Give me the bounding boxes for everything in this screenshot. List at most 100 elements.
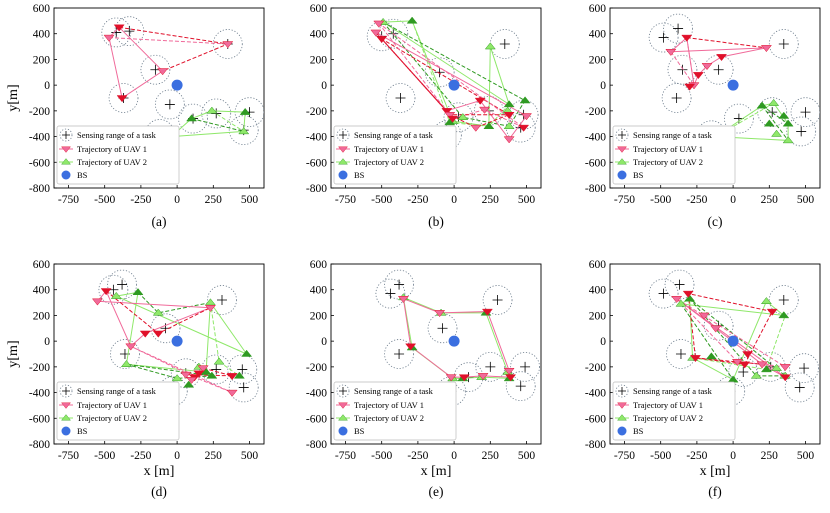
legend-uav1-label: Trajectory of UAV 1 — [77, 144, 147, 154]
task-sensing-circle — [475, 351, 506, 382]
bs-marker — [727, 335, 739, 347]
x-tick-label: -750 — [614, 194, 635, 206]
uav1-marker — [684, 83, 696, 91]
uav1-trajectory — [130, 345, 233, 394]
uav2-marker — [406, 16, 418, 24]
uav2-trajectory — [715, 102, 789, 141]
legend-sensing-icon — [615, 128, 629, 142]
uav1-marker — [756, 361, 768, 369]
task-marker — [217, 295, 227, 305]
task-marker — [385, 288, 396, 299]
y-tick-label: -400 — [585, 388, 606, 400]
uav2-marker — [503, 122, 515, 130]
task-sensing-circle — [768, 285, 799, 315]
legend-uav1-icon — [61, 146, 71, 153]
bs-marker — [171, 335, 183, 347]
task-marker — [211, 364, 222, 375]
y-tick-label: -800 — [306, 183, 327, 195]
y-tick-label: -200 — [29, 106, 50, 118]
task-marker — [111, 27, 122, 38]
uav2-marker — [675, 299, 687, 307]
uav2-marker — [239, 107, 251, 115]
x-tick-label: 500 — [241, 450, 259, 462]
x-axis-label: x [m] — [144, 464, 175, 479]
uav2-marker — [750, 371, 762, 379]
y-tick-label: -400 — [306, 132, 327, 144]
uav1-marker — [739, 361, 751, 369]
task-marker — [799, 363, 810, 374]
task-marker — [434, 67, 445, 78]
task-marker — [767, 107, 778, 118]
bs-marker — [171, 79, 183, 91]
legend-uav1-label: Trajectory of UAV 1 — [354, 400, 424, 410]
y-tick-label: -800 — [306, 439, 327, 451]
uav2-marker — [457, 113, 469, 121]
uav1-marker — [376, 36, 388, 44]
legend: Sensing range of a task Trajectory of UAV… — [56, 381, 180, 441]
uav1-trajectory — [686, 37, 767, 49]
uav2-trajectory — [170, 110, 246, 138]
uav1-marker — [681, 34, 693, 42]
task-sensing-circle — [664, 269, 695, 300]
subplot-caption: (e) — [429, 484, 444, 499]
legend-uav2-label: Trajectory of UAV 2 — [77, 157, 147, 167]
task-marker — [658, 288, 669, 299]
uav2-marker — [483, 122, 495, 130]
uav1-marker — [698, 312, 710, 320]
x-tick-label: -500 — [650, 194, 671, 206]
legend-bs-label: BS — [77, 426, 88, 436]
uav1-marker — [458, 374, 470, 382]
bs-marker — [448, 335, 460, 347]
x-tick-label: -500 — [650, 450, 671, 462]
uav1-marker — [518, 124, 530, 132]
x-tick-label: 0 — [174, 450, 180, 462]
uav2-trajectory — [680, 303, 734, 380]
task-sensing-circle — [505, 371, 536, 402]
uav1-marker — [444, 111, 456, 119]
task-sensing-circle — [427, 313, 458, 344]
legend-task-icon — [618, 387, 626, 395]
legend-uav1-icon — [617, 402, 627, 409]
y-tick-label: 200 — [589, 310, 607, 322]
legend-uav1-label: Trajectory of UAV 1 — [633, 144, 703, 154]
task-sensing-circle — [108, 83, 139, 113]
task-marker — [794, 382, 805, 393]
y-tick-label: 600 — [33, 3, 51, 15]
subplot-3: -750 -500 -250 0 250 500 600 400 200 0 -200 -400 -60… — [6, 259, 265, 499]
x-axis-label: x [m] — [700, 464, 731, 479]
task-sensing-circle — [107, 269, 137, 300]
task-sensing-circle — [661, 83, 692, 113]
y-tick-label: 400 — [310, 285, 328, 297]
uav1-marker — [503, 111, 515, 119]
uav1-marker — [470, 124, 482, 132]
legend-box — [333, 125, 457, 185]
uav1-marker — [766, 308, 778, 316]
legend-sensing-label: Sensing range of a task — [633, 386, 713, 396]
legend: Sensing range of a task Trajectory of UAV… — [333, 125, 457, 185]
x-tick-label: 250 — [761, 450, 779, 462]
task-marker — [796, 126, 807, 137]
x-tick-label: -500 — [94, 450, 115, 462]
task-sensing-circle — [443, 102, 474, 133]
uav1-marker — [474, 97, 486, 105]
uav1-marker — [779, 364, 791, 372]
uav1-marker — [193, 370, 205, 378]
legend-bs-icon — [338, 426, 348, 436]
y-tick-label: -600 — [29, 157, 50, 169]
uav2-marker — [152, 308, 164, 316]
legend-sensing-icon — [59, 128, 73, 142]
subplot-caption: (b) — [428, 214, 444, 229]
y-tick-label: -600 — [585, 157, 606, 169]
task-sensing-circle — [110, 339, 140, 369]
legend-sensing-icon — [59, 384, 73, 398]
legend-bs-label: BS — [354, 170, 365, 180]
uav1-marker — [682, 290, 694, 298]
legend-uav2-icon — [338, 414, 348, 421]
y-tick-label: 0 — [600, 336, 606, 348]
task-marker — [673, 23, 684, 34]
y-tick-label: -800 — [585, 183, 606, 195]
uav1-marker — [478, 106, 491, 114]
x-tick-label: 500 — [518, 194, 536, 206]
legend-task-icon — [62, 131, 70, 139]
